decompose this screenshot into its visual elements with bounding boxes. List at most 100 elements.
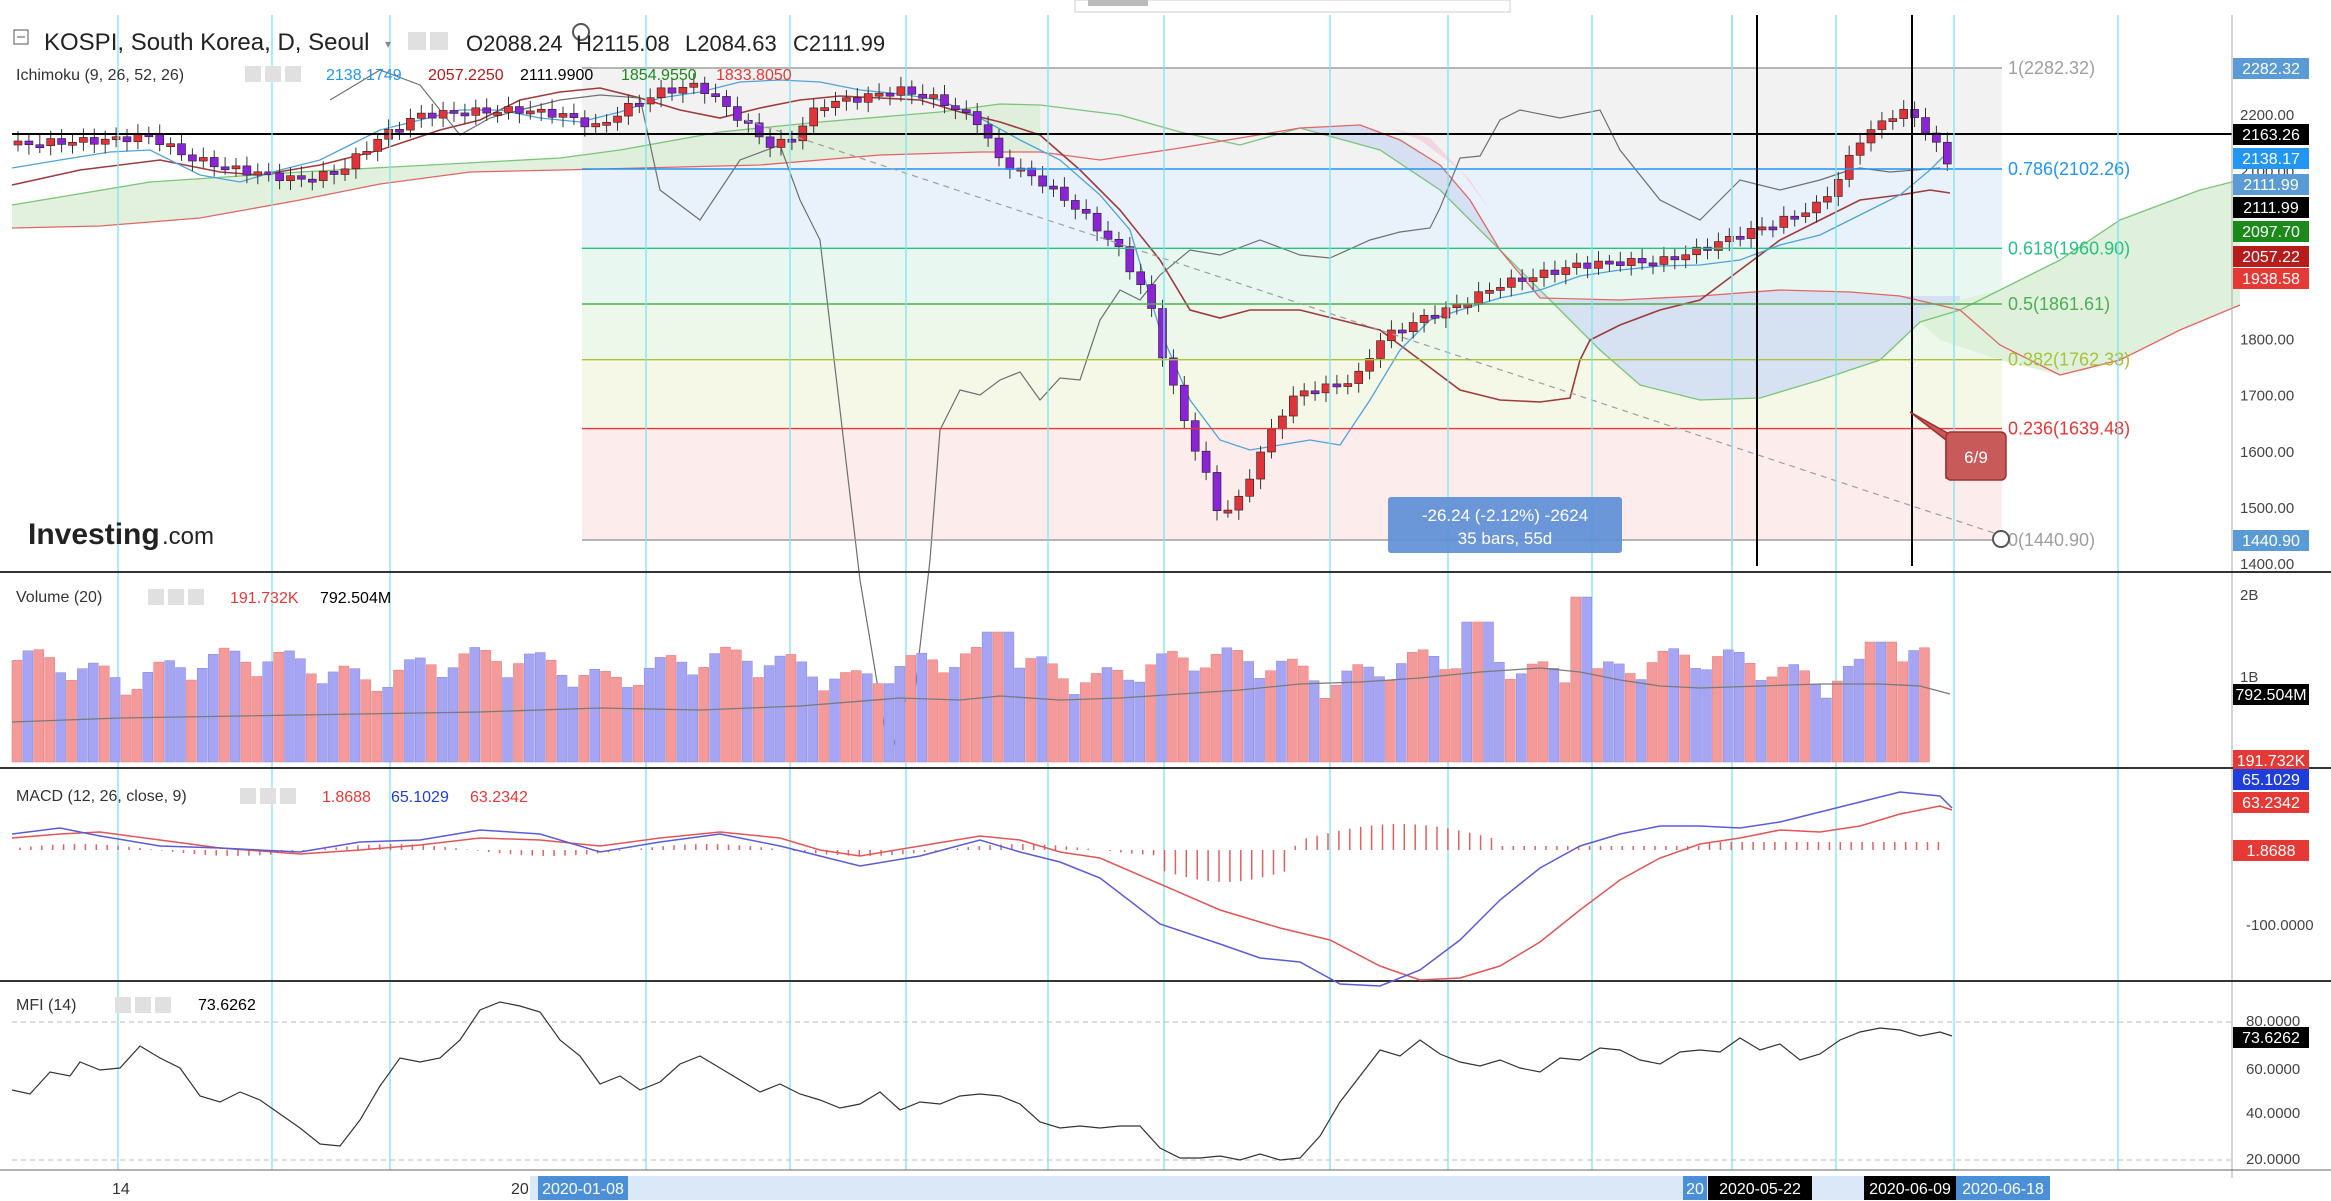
candle-body-117 bbox=[1289, 396, 1297, 416]
candle-body-175 bbox=[1922, 118, 1930, 133]
candle-body-74 bbox=[821, 108, 829, 111]
mfi-tick-1: 60.0000 bbox=[2246, 1061, 2300, 1078]
candle-body-111 bbox=[1224, 510, 1232, 513]
macd-label[interactable]: MACD (12, 26, close, 9) bbox=[16, 788, 187, 805]
candle-body-143 bbox=[1573, 263, 1581, 268]
volume-bar-101 bbox=[1113, 670, 1123, 762]
volume-bar-72 bbox=[797, 662, 807, 762]
candle-body-110 bbox=[1213, 472, 1221, 510]
volume-bar-25 bbox=[285, 651, 295, 762]
volume-bar-29 bbox=[328, 672, 338, 762]
candle-body-160 bbox=[1758, 227, 1766, 230]
mfi-label[interactable]: MFI (14) bbox=[16, 997, 76, 1014]
ichimoku-eye-icon[interactable] bbox=[245, 66, 261, 82]
ichimoku-settings-icon[interactable] bbox=[265, 66, 281, 82]
volume-bar-166 bbox=[1821, 698, 1831, 762]
mfi-close-icon[interactable] bbox=[155, 997, 171, 1013]
candle-body-103 bbox=[1137, 272, 1145, 285]
mfi-eye-icon[interactable] bbox=[115, 997, 131, 1013]
volume-bar-120 bbox=[1320, 698, 1330, 762]
volume-bar-131 bbox=[1440, 669, 1450, 762]
settings-icon[interactable] bbox=[430, 32, 448, 50]
candle-body-107 bbox=[1180, 385, 1188, 420]
volume-bar-167 bbox=[1832, 681, 1842, 762]
volume-bar-98 bbox=[1080, 683, 1090, 762]
candle-body-14 bbox=[167, 144, 175, 147]
volume-bar-81 bbox=[895, 666, 905, 762]
candle-body-53 bbox=[592, 124, 600, 127]
volume-bar-172 bbox=[1887, 642, 1897, 762]
volume-bar-34 bbox=[383, 687, 393, 762]
volume-label[interactable]: Volume (20) bbox=[16, 589, 102, 606]
volume-settings-icon[interactable] bbox=[168, 589, 184, 605]
volume-bar-139 bbox=[1527, 664, 1537, 762]
volume-bar-142 bbox=[1560, 683, 1570, 762]
ichimoku-label[interactable]: Ichimoku (9, 26, 52, 26) bbox=[16, 67, 184, 84]
volume-bar-175 bbox=[1920, 648, 1930, 762]
volume-bar-6 bbox=[77, 669, 87, 762]
volume-bar-152 bbox=[1669, 649, 1679, 762]
macd-close-icon[interactable] bbox=[280, 788, 296, 804]
volume-bar-27 bbox=[306, 674, 316, 762]
volume-eye-icon[interactable] bbox=[148, 589, 164, 605]
volume-close-icon[interactable] bbox=[188, 589, 204, 605]
volume-bar-40 bbox=[448, 668, 458, 762]
candle-body-5 bbox=[69, 142, 77, 145]
candle-body-166 bbox=[1823, 196, 1831, 202]
close-value: C2111.99 bbox=[793, 31, 885, 56]
volume-bar-137 bbox=[1505, 679, 1515, 762]
volume-bar-103 bbox=[1135, 682, 1145, 762]
candle-body-145 bbox=[1595, 261, 1603, 268]
candle-body-162 bbox=[1780, 216, 1788, 227]
candle-body-64 bbox=[712, 94, 720, 97]
volume-bar-108 bbox=[1189, 671, 1199, 762]
callout-text: 6/9 bbox=[1964, 448, 1988, 467]
volume-bar-159 bbox=[1745, 663, 1755, 762]
price-tick-6: 1600.00 bbox=[2240, 444, 2294, 461]
volume-bar-106 bbox=[1167, 651, 1177, 762]
candle-body-71 bbox=[788, 139, 796, 142]
volume-bar-28 bbox=[317, 684, 327, 762]
mfi-settings-icon[interactable] bbox=[135, 997, 151, 1013]
candle-body-45 bbox=[505, 107, 513, 113]
candle-body-28 bbox=[319, 171, 327, 180]
volume-value-1: 191.732K bbox=[230, 590, 299, 607]
trendline-handle[interactable] bbox=[1993, 531, 2009, 547]
candle-body-127 bbox=[1398, 330, 1406, 333]
volume-bar-85 bbox=[939, 673, 949, 762]
volume-bar-10 bbox=[121, 695, 131, 762]
volume-bar-145 bbox=[1593, 669, 1603, 762]
investing-logo: Investing .com bbox=[28, 518, 214, 551]
price-tick-0: 2200.00 bbox=[2240, 107, 2294, 124]
time-badge-2: 2020-05-22 bbox=[1719, 1181, 1801, 1198]
candle-body-70 bbox=[777, 139, 785, 147]
volume-bar-75 bbox=[830, 679, 840, 762]
dropdown-icon[interactable]: ▾ bbox=[385, 37, 391, 51]
eye-icon[interactable] bbox=[408, 32, 426, 50]
volume-bar-65 bbox=[721, 647, 731, 762]
candle-body-49 bbox=[548, 109, 556, 117]
candle-body-44 bbox=[494, 112, 502, 115]
volume-bar-9 bbox=[110, 677, 120, 762]
candle-body-87 bbox=[962, 110, 970, 113]
candle-body-38 bbox=[428, 113, 436, 118]
candle-body-136 bbox=[1496, 287, 1504, 290]
price-tick-5: 1700.00 bbox=[2240, 388, 2294, 405]
volume-bar-54 bbox=[601, 671, 611, 762]
mfi-tick-3: 20.0000 bbox=[2246, 1151, 2300, 1168]
volume-bar-78 bbox=[862, 674, 872, 762]
candle-body-141 bbox=[1551, 270, 1559, 274]
macd-eye-icon[interactable] bbox=[240, 788, 256, 804]
volume-bar-35 bbox=[394, 670, 404, 762]
ichimoku-value-3: 1854.9550 bbox=[621, 67, 697, 84]
volume-bar-37 bbox=[415, 658, 425, 762]
symbol-title[interactable]: KOSPI, South Korea, D, Seoul bbox=[44, 29, 370, 56]
ichimoku-close-icon[interactable] bbox=[285, 66, 301, 82]
macd-settings-icon[interactable] bbox=[260, 788, 276, 804]
volume-bar-123 bbox=[1353, 665, 1363, 762]
price-badge-2: 2138.17 bbox=[2242, 151, 2300, 168]
fib-label-0: 1(2282.32) bbox=[2008, 58, 2095, 78]
high-value: H2115.08 bbox=[576, 31, 670, 56]
candle-body-10 bbox=[123, 137, 131, 142]
